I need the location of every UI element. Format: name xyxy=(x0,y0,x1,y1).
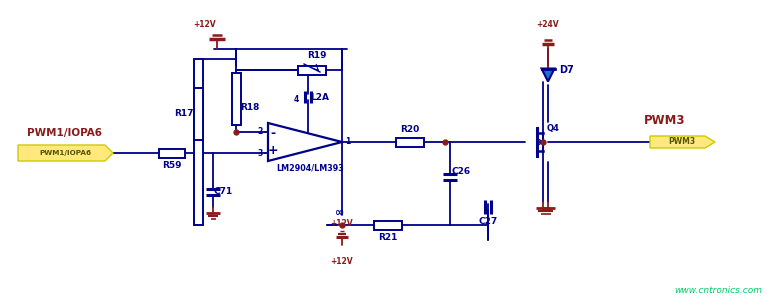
Text: PWM1/IOPA6: PWM1/IOPA6 xyxy=(28,128,103,138)
Text: D7: D7 xyxy=(559,65,574,75)
Text: R21: R21 xyxy=(378,234,398,243)
Text: C26: C26 xyxy=(452,168,471,177)
Text: R18: R18 xyxy=(240,103,259,111)
Polygon shape xyxy=(650,136,715,148)
Polygon shape xyxy=(268,123,342,161)
Bar xyxy=(374,220,402,230)
Bar xyxy=(194,88,202,140)
Text: C71: C71 xyxy=(213,188,232,196)
Text: ∞: ∞ xyxy=(335,208,344,218)
Text: +12V: +12V xyxy=(194,20,216,29)
Text: C27: C27 xyxy=(479,216,498,226)
Text: R17: R17 xyxy=(174,110,194,119)
Text: -: - xyxy=(270,126,276,139)
Text: R59: R59 xyxy=(162,161,181,169)
Bar xyxy=(194,59,202,225)
Text: Q4: Q4 xyxy=(547,123,560,133)
Text: PWM3: PWM3 xyxy=(669,138,696,146)
Text: L2A: L2A xyxy=(310,92,330,102)
Bar xyxy=(298,65,326,75)
Text: R19: R19 xyxy=(307,52,327,60)
Bar xyxy=(232,73,241,125)
Text: +24V: +24V xyxy=(537,20,559,29)
Text: PWM3: PWM3 xyxy=(645,114,686,126)
Text: 1: 1 xyxy=(345,138,350,146)
Text: 3: 3 xyxy=(257,149,262,157)
Text: +12V: +12V xyxy=(330,257,354,266)
Text: R20: R20 xyxy=(401,125,420,134)
Text: +: + xyxy=(268,145,279,157)
Bar xyxy=(396,138,424,146)
Text: www.cntronics.com: www.cntronics.com xyxy=(674,286,762,295)
Polygon shape xyxy=(18,145,113,161)
Bar xyxy=(159,149,185,157)
Text: 2: 2 xyxy=(257,127,262,137)
Text: PWM1/IOPA6: PWM1/IOPA6 xyxy=(39,150,91,156)
Text: 4: 4 xyxy=(293,95,299,104)
Text: LM2904/LM393: LM2904/LM393 xyxy=(276,164,344,173)
Text: +12V: +12V xyxy=(330,219,354,228)
Polygon shape xyxy=(541,68,554,81)
